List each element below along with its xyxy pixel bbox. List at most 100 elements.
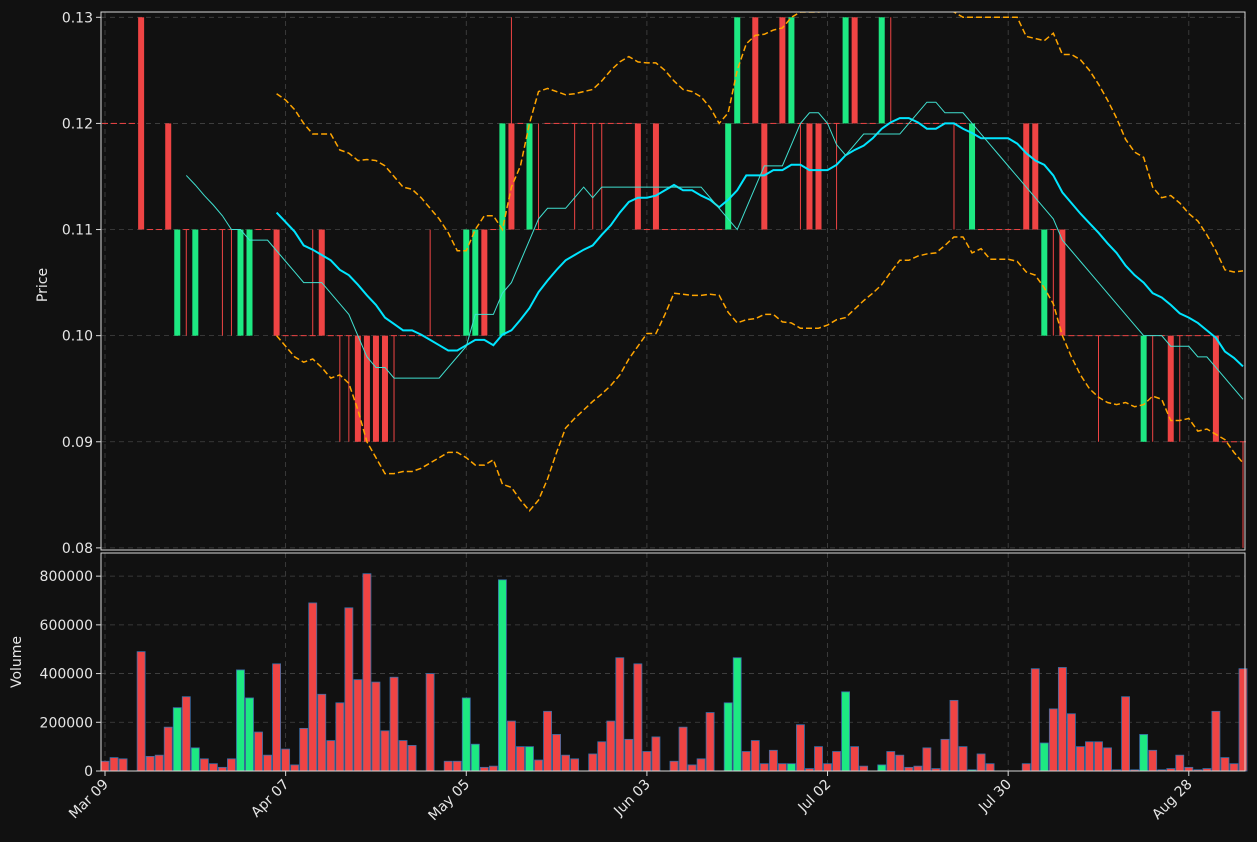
candle-body	[535, 229, 542, 231]
volume-bar	[1184, 766, 1194, 772]
volume-bar	[814, 746, 823, 772]
volume-bar	[425, 673, 435, 772]
volume-bar	[118, 758, 128, 772]
volume-bar	[1048, 708, 1058, 772]
candle-body	[1077, 335, 1084, 337]
volume-bar	[1175, 754, 1185, 772]
y-tick-label: 0.08	[62, 541, 93, 557]
candle-body	[869, 122, 876, 124]
volume-bar	[1066, 713, 1076, 772]
candle-body	[291, 335, 298, 337]
volume-tick-label: 600000	[40, 618, 93, 634]
volume-bar	[362, 573, 372, 772]
candle-body	[896, 122, 903, 124]
volume-bar	[696, 758, 706, 772]
candle-body	[345, 335, 352, 337]
candle-body	[282, 335, 289, 337]
volume-bar	[669, 760, 679, 772]
candle-body	[842, 17, 849, 124]
y-tick-label: 0.10	[62, 329, 93, 345]
candle-body	[327, 335, 334, 337]
volume-bar	[958, 746, 968, 772]
candle-body	[1068, 335, 1075, 337]
y-tick-label: 0.09	[62, 435, 93, 451]
volume-bar	[461, 697, 471, 772]
candle-body	[1113, 335, 1120, 337]
candle-body	[743, 122, 750, 124]
volume-bar	[208, 763, 218, 772]
volume-axis-title: Volume	[9, 636, 25, 688]
volume-bar	[850, 746, 860, 772]
volume-bar	[109, 757, 119, 772]
overlay-line	[276, 236, 1244, 512]
mark-layer	[100, 17, 1248, 772]
volume-bar	[398, 740, 408, 772]
candle-body	[1131, 335, 1138, 337]
volume-bar	[516, 746, 525, 772]
volume-tick-label: 0	[84, 764, 93, 780]
candle-body	[734, 17, 741, 124]
candle-body	[833, 122, 840, 124]
candle-body	[219, 229, 226, 231]
volume-bar	[570, 758, 580, 772]
candle-body	[1176, 335, 1183, 337]
volume-bar	[732, 657, 742, 772]
volume-bar	[470, 743, 480, 772]
candle-body	[1194, 335, 1201, 337]
volume-bar	[353, 679, 363, 772]
volume-bar	[199, 758, 209, 772]
candle-body	[752, 17, 759, 124]
candle-body	[436, 335, 443, 337]
volume-bar	[1094, 741, 1103, 772]
volume-bar	[913, 765, 923, 772]
volume-bar	[741, 751, 751, 772]
candle-body	[255, 229, 262, 231]
volume-bar	[1148, 749, 1158, 772]
volume-bar	[687, 764, 697, 772]
candle-body	[1140, 335, 1147, 442]
volume-bar	[949, 699, 959, 772]
volume-bar	[172, 707, 182, 772]
volume-bar	[543, 710, 552, 772]
candle-body	[969, 123, 976, 230]
volume-bar	[624, 738, 634, 772]
candle-body	[987, 229, 994, 231]
candle-body	[102, 122, 108, 124]
candle-body	[960, 122, 967, 124]
candle-body	[996, 229, 1003, 231]
volume-bar	[651, 736, 661, 772]
candle-body	[138, 17, 145, 230]
y-tick-label: 0.11	[62, 223, 93, 239]
candle-body	[1023, 123, 1030, 230]
volume-bar	[272, 663, 282, 772]
volume-bar	[371, 681, 381, 772]
candle-body	[183, 229, 190, 231]
volume-bar	[1220, 757, 1230, 772]
volume-bar	[759, 763, 769, 772]
candle-body	[580, 122, 587, 124]
candle-body	[689, 229, 696, 231]
volume-bar	[1121, 696, 1130, 772]
candle-body	[508, 123, 515, 230]
candle-body	[354, 335, 361, 442]
candle-body	[661, 229, 668, 231]
volume-bar	[1076, 746, 1085, 772]
volume-bar	[507, 720, 516, 772]
candle-body	[174, 229, 181, 336]
volume-bar	[606, 720, 616, 772]
candle-body	[1167, 335, 1174, 442]
volume-bar	[281, 748, 291, 772]
volume-bar	[777, 763, 787, 772]
candle-body	[454, 335, 461, 337]
candle-body	[400, 335, 407, 337]
candle-body	[761, 123, 768, 230]
volume-bar	[642, 751, 652, 772]
volume-bar	[561, 754, 571, 772]
volume-bar	[841, 691, 851, 772]
volume-bar	[326, 740, 336, 772]
volume-bar	[768, 749, 778, 772]
volume-bar	[823, 763, 832, 772]
candle-body	[517, 122, 524, 124]
candle-body	[427, 335, 434, 337]
